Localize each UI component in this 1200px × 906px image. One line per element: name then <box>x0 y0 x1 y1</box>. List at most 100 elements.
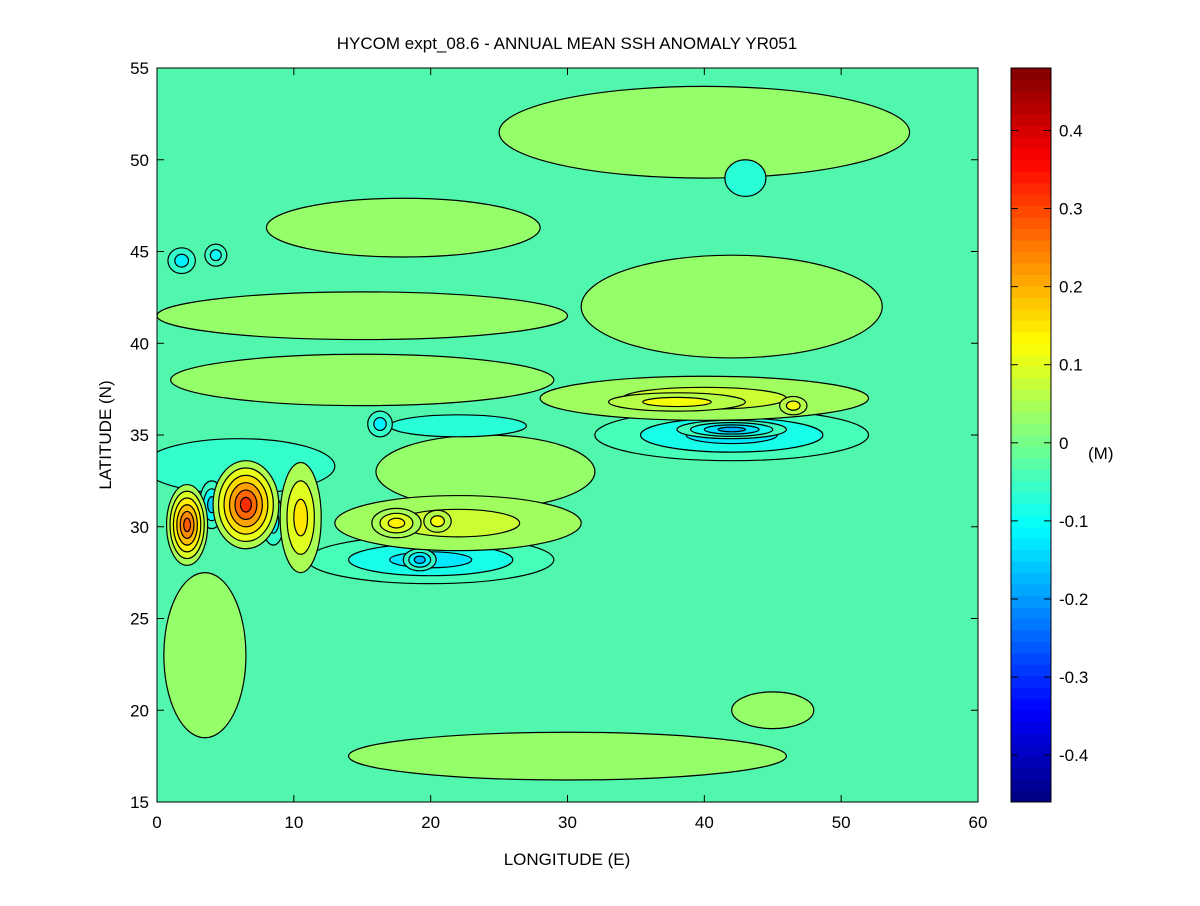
feature-north-eddy <box>724 159 767 198</box>
colorbar-swatch <box>1011 561 1051 574</box>
colorbar-swatch <box>1011 721 1051 734</box>
colorbar-swatch <box>1011 182 1051 195</box>
colorbar-swatch <box>1011 435 1051 447</box>
feature-cyclonic-eddy-3 <box>167 247 196 275</box>
colorbar-swatch <box>1011 629 1051 642</box>
y-tick-label: 55 <box>130 59 149 78</box>
x-axis: 0 10 20 30 40 50 60 <box>152 68 987 832</box>
contour-level <box>209 249 222 262</box>
colorbar-swatch <box>1011 377 1051 390</box>
contour-level <box>163 572 247 739</box>
y-tick-label: 20 <box>130 701 149 720</box>
contour-level <box>174 253 190 268</box>
feature-south-trough-core <box>402 548 437 572</box>
y-tick-label: 35 <box>130 426 149 445</box>
colorbar-swatch <box>1011 687 1051 700</box>
colorbar-swatch <box>1011 354 1051 367</box>
colorbar-swatch <box>1011 228 1051 241</box>
feature-mid-trough <box>389 414 528 438</box>
colorbar-swatch <box>1011 526 1051 539</box>
colorbar-tick-label: -0.1 <box>1059 512 1088 531</box>
colorbar-swatch <box>1011 572 1051 585</box>
colorbar-swatch <box>1011 308 1051 321</box>
feature-southwest-patch <box>163 572 247 739</box>
colorbar-swatch <box>1011 205 1051 218</box>
x-tick-label: 60 <box>969 813 988 832</box>
y-axis: 15 20 25 30 35 40 45 50 55 <box>130 59 978 812</box>
colorbar-swatch <box>1011 240 1051 252</box>
colorbar-swatch <box>1011 790 1051 803</box>
colorbar-swatch <box>1011 320 1051 333</box>
colorbar-tick-label: 0.3 <box>1059 200 1083 219</box>
y-tick-label: 25 <box>130 610 149 629</box>
x-tick-label: 10 <box>284 813 303 832</box>
colorbar-tick-label: -0.3 <box>1059 668 1088 687</box>
feature-north-band-1 <box>157 291 569 341</box>
colorbar-swatch <box>1011 675 1051 688</box>
colorbar-tick-label: -0.4 <box>1059 746 1088 765</box>
colorbar-swatch <box>1011 744 1051 757</box>
contour-level <box>430 515 445 528</box>
colorbar-swatch <box>1011 698 1051 711</box>
contour-level <box>157 291 569 341</box>
colorbar-swatch <box>1011 251 1051 264</box>
colorbar-swatch <box>1011 90 1051 103</box>
colorbar-swatch <box>1011 68 1051 80</box>
colorbar-swatch <box>1011 171 1051 184</box>
colorbar-swatch <box>1011 767 1051 780</box>
chart-title: HYCOM expt_08.6 - ANNUAL MEAN SSH ANOMAL… <box>337 34 797 53</box>
feature-anticyclonic-eddy-3 <box>279 461 322 574</box>
colorbar-swatch <box>1011 503 1051 516</box>
x-tick-label: 30 <box>558 813 577 832</box>
feature-north-band-2 <box>265 197 541 258</box>
colorbar-swatch <box>1011 733 1051 746</box>
contour-level <box>413 555 426 565</box>
colorbar-tick-label: 0 <box>1059 434 1068 453</box>
contour-level <box>498 85 911 179</box>
colorbar-swatch <box>1011 618 1051 631</box>
colorbar-tick-label: -0.2 <box>1059 590 1088 609</box>
colorbar-label: (M) <box>1088 444 1113 463</box>
contour-level <box>389 414 528 438</box>
x-tick-label: 20 <box>421 813 440 832</box>
contour-level <box>265 197 541 258</box>
colorbar-swatch <box>1011 607 1051 619</box>
colorbar-swatch <box>1011 148 1051 161</box>
feature-east-patch <box>580 254 883 359</box>
feature-jet-south-core <box>371 507 422 539</box>
feature-east-trough-core <box>676 419 788 440</box>
feature-jet-south-core-2 <box>423 509 452 533</box>
contour-level <box>347 731 788 781</box>
colorbar-swatch <box>1011 194 1051 207</box>
contour-level <box>580 254 883 359</box>
y-tick-label: 30 <box>130 518 149 537</box>
contour-level <box>717 426 746 433</box>
feature-north-patches <box>498 85 911 179</box>
colorbar-swatch <box>1011 584 1051 597</box>
colorbar-swatch <box>1011 262 1051 275</box>
feature-cyclonic-eddy-4 <box>204 243 228 267</box>
colorbar-tick-label: 0.1 <box>1059 356 1083 375</box>
colorbar-swatch <box>1011 469 1051 482</box>
colorbar-swatch <box>1011 389 1051 402</box>
colorbar-swatch <box>1011 366 1051 379</box>
colorbar-swatch <box>1011 423 1051 436</box>
colorbar-swatch <box>1011 538 1051 551</box>
feature-anticyclonic-eddy-1 <box>165 483 209 566</box>
feature-cyclonic-eddy-5 <box>367 410 393 438</box>
x-tick-label: 0 <box>152 813 161 832</box>
colorbar-swatch <box>1011 297 1051 310</box>
x-tick-label: 50 <box>832 813 851 832</box>
contour-level <box>293 498 309 537</box>
contour-level <box>239 496 253 513</box>
colorbar-swatch <box>1011 710 1051 723</box>
feature-jet-east-core-2 <box>778 395 808 416</box>
y-axis-label: LATITUDE (N) <box>96 380 115 489</box>
colorbar-tick-label: 0.4 <box>1059 121 1083 140</box>
colorbar-swatch <box>1011 79 1051 92</box>
colorbar-swatch <box>1011 412 1051 425</box>
contour-level <box>731 691 815 730</box>
contour-level <box>170 353 555 407</box>
colorbar-swatch <box>1011 125 1051 138</box>
